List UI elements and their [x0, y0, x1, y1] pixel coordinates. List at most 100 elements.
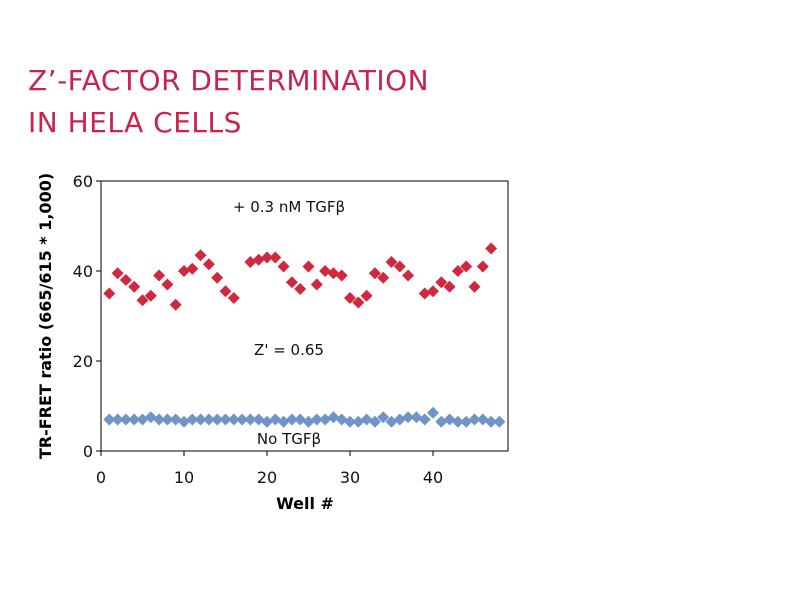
- data-point-no-tgf: [493, 415, 506, 428]
- data-point-tgf: [352, 296, 365, 309]
- data-point-tgf: [360, 289, 373, 302]
- data-point-no-tgf: [368, 415, 381, 428]
- data-point-tgf: [285, 276, 298, 289]
- data-point-no-tgf: [244, 413, 257, 426]
- x-axis-label: Well #: [276, 494, 334, 513]
- data-point-tgf: [485, 242, 498, 255]
- data-point-no-tgf: [252, 413, 265, 426]
- data-point-no-tgf: [427, 406, 439, 419]
- data-point-tgf: [319, 265, 332, 277]
- data-point-tgf: [202, 258, 215, 271]
- data-point-no-tgf: [227, 413, 240, 426]
- data-point-no-tgf: [393, 413, 406, 426]
- data-point-no-tgf: [144, 411, 157, 424]
- data-point-tgf: [178, 265, 190, 277]
- data-point-no-tgf: [285, 413, 298, 426]
- data-point-tgf: [119, 274, 132, 286]
- data-point-no-tgf: [468, 413, 481, 426]
- data-point-no-tgf: [410, 411, 423, 424]
- data-point-tgf: [144, 289, 157, 302]
- data-point-no-tgf: [294, 413, 307, 426]
- data-point-tgf: [153, 269, 166, 282]
- data-point-no-tgf: [119, 413, 132, 426]
- data-point-no-tgf: [485, 415, 498, 428]
- data-point-tgf: [244, 256, 257, 268]
- data-point-tgf: [136, 294, 149, 307]
- data-point-tgf: [103, 287, 116, 300]
- data-points: [103, 242, 506, 428]
- data-point-no-tgf: [302, 415, 315, 428]
- data-point-tgf: [277, 260, 290, 273]
- data-point-tgf: [377, 271, 390, 284]
- data-point-no-tgf: [186, 413, 199, 426]
- y-axis-label: TR-FRET ratio (665/615 * 1,000): [36, 173, 55, 459]
- annotation-no-tgf-label: No TGFβ: [257, 430, 321, 448]
- data-point-tgf: [327, 267, 340, 280]
- x-axis: 0 10 20 30 40: [96, 451, 443, 487]
- y-tick-label: 60: [73, 172, 93, 191]
- data-point-no-tgf: [451, 415, 464, 428]
- data-point-no-tgf: [310, 413, 323, 426]
- data-point-no-tgf: [194, 413, 207, 426]
- data-point-no-tgf: [153, 413, 166, 426]
- y-tick-label: 40: [73, 262, 93, 281]
- data-point-tgf: [468, 280, 481, 293]
- data-point-tgf: [219, 285, 232, 298]
- data-point-no-tgf: [261, 415, 273, 428]
- data-point-tgf: [227, 292, 240, 304]
- y-tick-label: 0: [83, 442, 93, 461]
- data-point-no-tgf: [136, 413, 149, 426]
- data-point-no-tgf: [111, 413, 124, 426]
- data-point-tgf: [418, 287, 431, 300]
- data-point-no-tgf: [161, 413, 174, 426]
- data-point-tgf: [186, 262, 199, 275]
- data-point-no-tgf: [435, 415, 448, 428]
- data-point-tgf: [427, 285, 439, 298]
- data-point-tgf: [476, 260, 489, 273]
- data-point-no-tgf: [418, 413, 431, 426]
- data-point-no-tgf: [443, 413, 456, 426]
- data-point-tgf: [402, 269, 415, 282]
- data-point-no-tgf: [269, 413, 282, 426]
- data-point-no-tgf: [402, 411, 415, 424]
- data-point-no-tgf: [360, 413, 373, 426]
- page-title: Z’-FACTOR DETERMINATION IN HELA CELLS: [28, 60, 429, 144]
- y-tick-label: 20: [73, 352, 93, 371]
- data-point-tgf: [451, 265, 464, 277]
- data-point-tgf: [111, 267, 124, 280]
- data-point-tgf: [194, 249, 207, 262]
- x-tick-label: 0: [96, 468, 106, 487]
- title-line-1: Z’-FACTOR DETERMINATION: [28, 64, 430, 97]
- data-point-tgf: [128, 280, 141, 293]
- data-point-no-tgf: [128, 413, 141, 426]
- data-point-no-tgf: [211, 413, 224, 426]
- data-point-tgf: [443, 280, 456, 293]
- data-point-tgf: [169, 298, 182, 311]
- data-point-tgf: [211, 271, 224, 284]
- data-point-tgf: [385, 256, 398, 268]
- data-point-tgf: [261, 251, 273, 264]
- x-tick-label: 30: [340, 468, 360, 487]
- data-point-no-tgf: [219, 413, 232, 426]
- x-tick-label: 20: [257, 468, 277, 487]
- data-point-no-tgf: [277, 415, 290, 428]
- data-point-tgf: [460, 260, 473, 273]
- data-point-no-tgf: [385, 415, 398, 428]
- data-point-tgf: [161, 278, 174, 291]
- data-point-tgf: [368, 267, 381, 280]
- data-point-no-tgf: [202, 413, 215, 426]
- data-point-no-tgf: [169, 413, 182, 426]
- title-line-2: IN HELA CELLS: [28, 106, 242, 139]
- data-point-tgf: [310, 278, 323, 291]
- data-point-no-tgf: [103, 413, 116, 426]
- data-point-no-tgf: [319, 413, 332, 426]
- data-point-no-tgf: [327, 411, 340, 424]
- annotation-z-prime: Z' = 0.65: [254, 341, 324, 359]
- data-point-tgf: [302, 260, 315, 273]
- data-point-no-tgf: [352, 415, 365, 428]
- data-point-tgf: [294, 283, 307, 295]
- data-point-no-tgf: [335, 413, 348, 426]
- data-point-tgf: [269, 251, 282, 264]
- x-tick-label: 40: [423, 468, 443, 487]
